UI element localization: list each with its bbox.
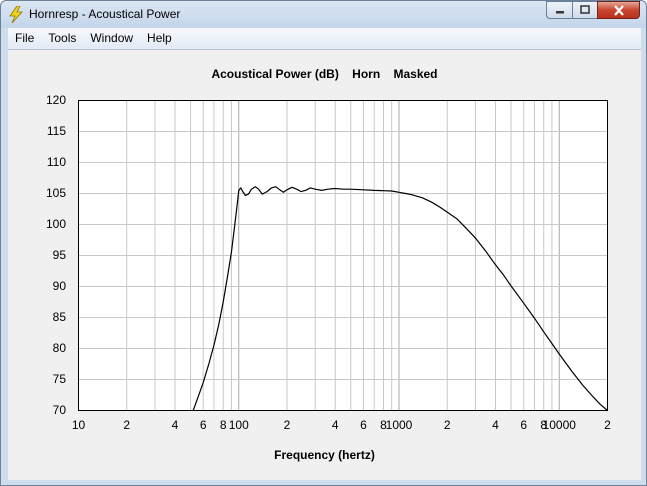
x-tick-label: 4: [171, 418, 179, 432]
x-tick-label: 2: [123, 418, 131, 432]
menu-help[interactable]: Help: [147, 31, 172, 45]
plot-border: [78, 100, 608, 411]
x-tick-label: 8: [219, 418, 227, 432]
y-tick-label: 100: [45, 216, 66, 231]
chart-title: Acoustical Power (dB) Horn Masked: [211, 67, 438, 81]
chart-area: Acoustical Power (dB) Horn Masked 120 115…: [8, 50, 641, 480]
y-tick-label: 85: [52, 309, 66, 324]
menu-window[interactable]: Window: [90, 31, 134, 45]
close-button[interactable]: [597, 1, 640, 19]
x-tick-label: 4: [331, 418, 339, 432]
x-axis-label: Frequency (hertz): [274, 448, 375, 462]
title-bar[interactable]: Hornresp - Acoustical Power: [1, 1, 646, 28]
maximize-button[interactable]: [572, 1, 597, 19]
maximize-icon: [580, 5, 590, 14]
menu-bar: File Tools Window Help: [8, 28, 641, 50]
window-title: Hornresp - Acoustical Power: [29, 7, 181, 21]
x-tick-label: 2: [604, 418, 611, 432]
caption-buttons: [546, 1, 640, 20]
x-tick-label: 1000: [385, 418, 413, 432]
x-tick-label: 2: [283, 418, 291, 432]
menu-tools[interactable]: Tools: [48, 31, 77, 45]
y-tick-label: 115: [46, 123, 66, 138]
plot-svg: [78, 100, 608, 411]
y-tick-label: 105: [45, 185, 66, 200]
minimize-button[interactable]: [546, 1, 572, 19]
x-tick-label: 10000: [542, 418, 576, 432]
y-tick-label: 95: [52, 247, 66, 262]
x-tick-label: 100: [228, 418, 249, 432]
x-tick-label: 10: [71, 418, 86, 432]
y-tick-label: 75: [52, 371, 66, 386]
x-tick-label: 6: [360, 418, 367, 432]
close-icon: [613, 4, 624, 16]
x-tick-label: 2: [443, 418, 451, 432]
y-tick-label: 80: [52, 340, 66, 355]
minimize-icon: [555, 11, 564, 14]
x-tick-label: 6: [199, 418, 207, 432]
acoustical-power-curve: [192, 186, 608, 411]
y-tick-label: 70: [52, 402, 66, 417]
x-tick-label: 4: [492, 418, 499, 432]
lightning-bolt-icon: [9, 6, 23, 23]
y-tick-label: 90: [52, 278, 66, 293]
y-tick-label: 110: [46, 154, 66, 169]
y-tick-label: 120: [45, 92, 66, 107]
x-tick-label: 8: [540, 418, 548, 432]
menu-file[interactable]: File: [15, 31, 35, 45]
x-tick-label: 6: [520, 418, 528, 432]
x-tick-label: 8: [380, 418, 387, 432]
